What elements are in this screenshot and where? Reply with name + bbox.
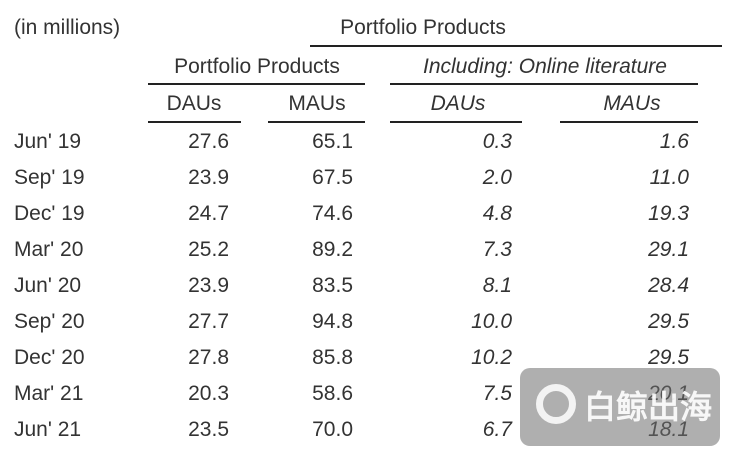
column-header: DAUs: [166, 92, 222, 115]
cell: 10.2: [471, 346, 512, 369]
cell: 23.9: [188, 166, 229, 189]
cell: 29.1: [648, 238, 689, 261]
cell: 8.1: [482, 274, 512, 297]
cell: 58.6: [312, 382, 353, 405]
group-header: Portfolio Products: [174, 55, 340, 78]
watermark-text: 白鲸出海: [584, 388, 713, 426]
row-label: Dec' 20: [14, 346, 85, 369]
cell: 19.3: [648, 202, 689, 225]
row-label: Jun' 21: [14, 418, 82, 441]
cell: 67.5: [312, 166, 353, 189]
row-label: Jun' 19: [14, 130, 82, 153]
cell: 23.5: [188, 418, 229, 441]
rule: [560, 121, 698, 123]
row-label: Sep' 20: [14, 310, 85, 333]
cell: 74.6: [312, 202, 353, 225]
cell: 94.8: [312, 310, 353, 333]
rule: [390, 83, 698, 85]
watermark-logo: [536, 384, 576, 424]
cell: 10.0: [471, 310, 512, 333]
cell: 65.1: [312, 130, 353, 153]
row-label: Mar' 20: [14, 238, 84, 261]
cell: 70.0: [312, 418, 353, 441]
cell: 29.5: [648, 346, 689, 369]
row-label: Sep' 19: [14, 166, 85, 189]
watermark: 白鲸出海: [520, 368, 720, 446]
cell: 89.2: [312, 238, 353, 261]
cell: 0.3: [482, 130, 512, 153]
cell: 4.8: [482, 202, 512, 225]
cell: 29.5: [648, 310, 689, 333]
rule: [268, 121, 365, 123]
cell: 28.4: [648, 274, 689, 297]
group-header: Including: Online literature: [423, 55, 667, 78]
cell: 85.8: [312, 346, 353, 369]
row-label: Dec' 19: [14, 202, 85, 225]
unit-label: (in millions): [14, 16, 121, 39]
cell: 27.6: [188, 130, 229, 153]
column-header: DAUs: [430, 92, 486, 115]
rule: [148, 83, 365, 85]
cell: 11.0: [649, 166, 689, 189]
cell: 20.3: [188, 382, 229, 405]
cell: 24.7: [188, 202, 229, 225]
cell: 1.6: [659, 130, 689, 153]
column-header: MAUs: [288, 92, 346, 115]
cell: 27.8: [188, 346, 229, 369]
cell: 7.3: [482, 238, 512, 261]
cell: 27.7: [188, 310, 229, 333]
cell: 25.2: [188, 238, 229, 261]
rule: [148, 121, 241, 123]
rule: [390, 121, 522, 123]
cell: 7.5: [482, 382, 512, 405]
row-label: Mar' 21: [14, 382, 84, 405]
row-label: Jun' 20: [14, 274, 82, 297]
cell: 2.0: [482, 166, 512, 189]
table-title: Portfolio Products: [340, 16, 506, 39]
column-header: MAUs: [603, 92, 661, 115]
rule: [310, 45, 722, 47]
cell: 23.9: [188, 274, 229, 297]
cell: 83.5: [312, 274, 353, 297]
cell: 6.7: [482, 418, 512, 441]
